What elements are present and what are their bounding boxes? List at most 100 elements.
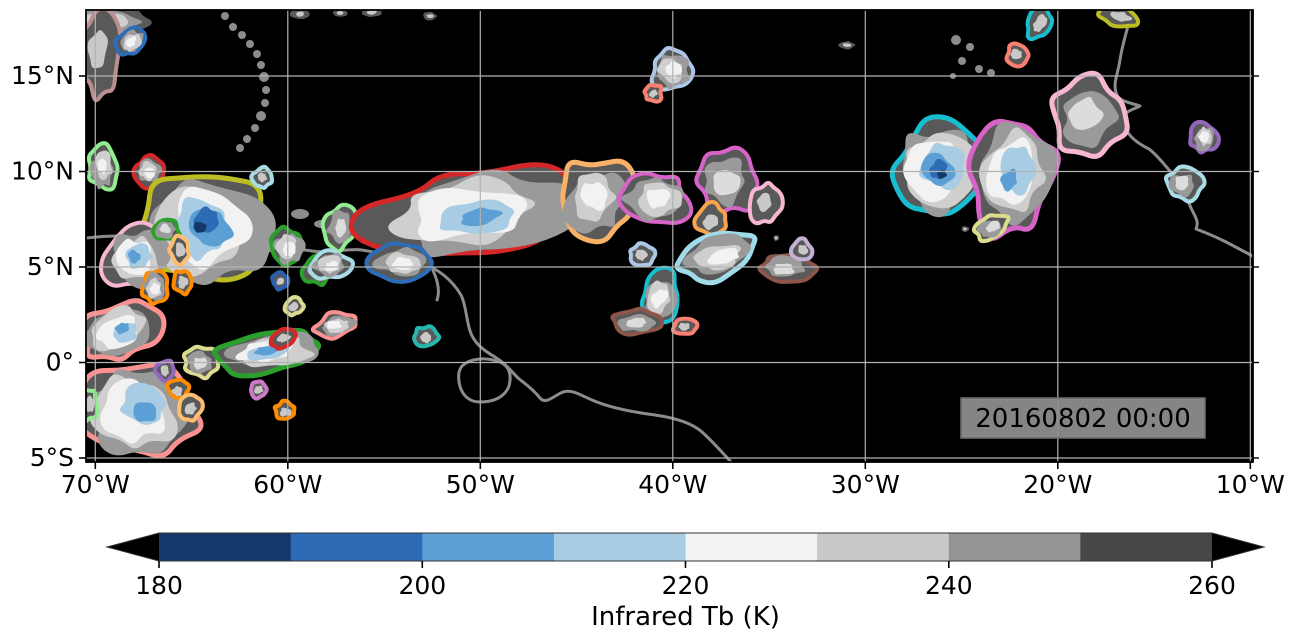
storm-feature (649, 46, 696, 92)
lon-tick-label: 40°W (638, 470, 707, 499)
island-dot (253, 50, 261, 58)
storm-feature (139, 268, 170, 307)
timestamp-background (960, 397, 1206, 439)
storm-feature (966, 118, 1061, 241)
storm-feature (674, 230, 758, 286)
feature-shade (171, 385, 183, 397)
feature-shade (288, 301, 299, 312)
feature-shade (175, 242, 186, 257)
feature-shade (133, 402, 157, 422)
colorbar-tick-label: 260 (1188, 571, 1236, 600)
lat-tick-label: 15°N (11, 61, 74, 90)
map-border (85, 9, 1254, 463)
storm-feature (694, 145, 760, 215)
storm-feature (642, 82, 664, 104)
island-dot (261, 99, 269, 107)
feature-shade (756, 192, 772, 213)
colorbar-segment (290, 533, 423, 561)
storm-feature (412, 324, 442, 349)
feature-shade (650, 289, 669, 309)
storm-feature (282, 295, 306, 318)
feature-shade (1000, 168, 1017, 192)
feature-shade (798, 245, 809, 255)
storm-feature (364, 241, 434, 284)
timestamp-label: 20160802 00:00 (975, 404, 1191, 434)
coastline (1113, 10, 1253, 259)
island-dot (966, 43, 974, 51)
feature-shade (580, 182, 608, 211)
feature-shade (282, 242, 296, 257)
feature-shade (461, 207, 503, 227)
feature-shade (125, 35, 137, 48)
storm-feature (628, 241, 658, 268)
lon-tick-label: 60°W (253, 470, 322, 499)
feature-shade (1198, 131, 1209, 143)
colorbar: 180 200 220 240 260 Infrared Tb (K) (105, 532, 1266, 632)
storm-feature (1163, 164, 1207, 204)
feature-shade (143, 167, 155, 179)
feature-shade (678, 322, 690, 331)
cloud-shade (336, 10, 344, 15)
feature-shade (648, 89, 658, 98)
feature-shade (253, 346, 278, 356)
storm-feature (307, 248, 355, 281)
colorbar-right-arrow (1212, 533, 1264, 561)
storm-feature (617, 171, 694, 225)
storm-feature (268, 224, 306, 268)
feature-shade (985, 220, 1000, 233)
colorbar-segment (1080, 533, 1213, 561)
island-dot (257, 61, 265, 69)
island-dot (975, 65, 983, 73)
feature-shade (254, 385, 264, 394)
feature-shade (178, 275, 189, 289)
storm-feature (889, 114, 989, 218)
island-dot (256, 111, 266, 121)
feature-shade (149, 282, 160, 295)
cloud-shade (842, 43, 852, 48)
coastline-amazon-delta (457, 357, 512, 404)
island-dot (987, 69, 995, 77)
colorbar-segment (159, 533, 292, 561)
feature-shade (127, 249, 141, 264)
storm-feature (610, 306, 665, 337)
feature-shade (626, 317, 647, 328)
feature-shade (1110, 11, 1133, 22)
lon-tick-label: 70°W (61, 470, 130, 499)
storm-feature (747, 180, 785, 226)
feature-shade (327, 320, 342, 329)
feature-shade (335, 219, 347, 238)
feature-shade (420, 331, 432, 344)
timestamp-box: 20160802 00:00 (960, 397, 1206, 439)
colorbar-tick-label: 220 (662, 571, 710, 600)
feature-shade (193, 221, 207, 233)
colorbar-left-arrow (107, 533, 159, 561)
island-dot (243, 135, 251, 143)
cloud-shade (774, 236, 778, 240)
lat-tick-label: 5°N (27, 252, 74, 281)
feature-shade (773, 263, 795, 275)
cloud-shade (963, 227, 967, 231)
island-dot (262, 86, 270, 94)
storm-feature (560, 158, 638, 245)
lat-tick-label: 0° (46, 348, 74, 377)
colorbar-title: Infrared Tb (K) (591, 602, 780, 632)
feature-shade (160, 365, 169, 377)
feature-shade (1068, 96, 1104, 130)
storm-feature (249, 379, 269, 401)
feature-shade (713, 170, 741, 196)
storm-feature (86, 298, 167, 362)
feature-shade (276, 277, 285, 285)
colorbar-tick-label: 200 (398, 571, 446, 600)
feature-shade (193, 357, 208, 370)
lon-tick-label: 50°W (446, 470, 515, 499)
storm-feature (167, 233, 191, 267)
colorbar-segment (422, 533, 555, 561)
feature-shade (114, 322, 130, 335)
colorbar-tick-label: 240 (925, 571, 973, 600)
feature-shade (184, 402, 197, 415)
storm-feature (1096, 10, 1141, 29)
island-dot (229, 23, 237, 31)
feature-shade (635, 249, 648, 261)
